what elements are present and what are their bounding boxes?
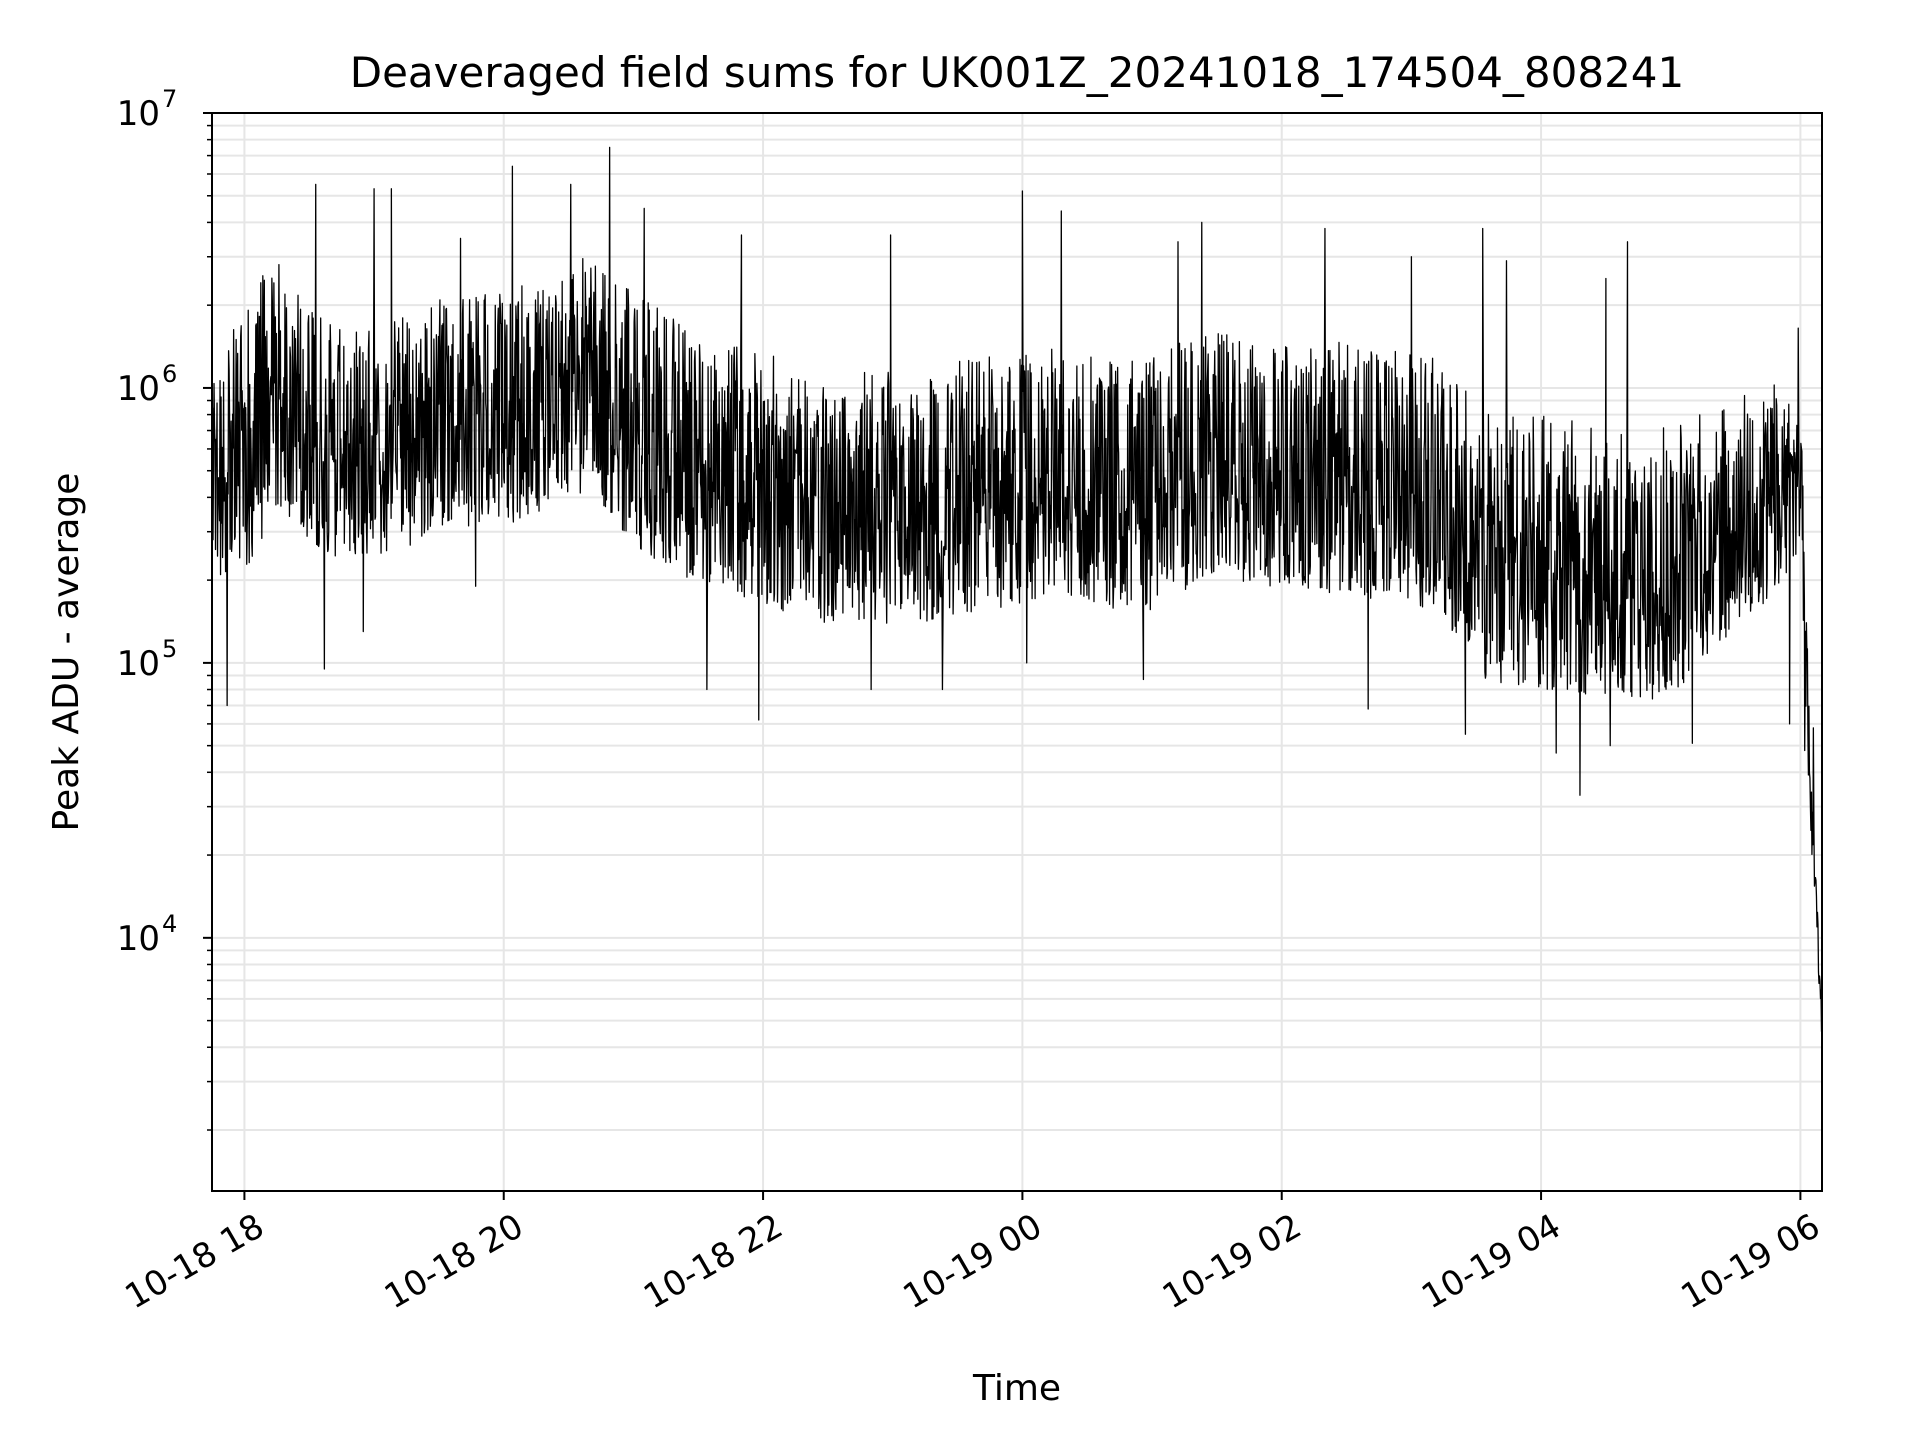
x-tick-label: 10-19 02	[1156, 1206, 1308, 1317]
x-tick-label: 10-19 06	[1674, 1206, 1826, 1317]
y-tick-label: 10	[117, 94, 160, 134]
y-tick-exponent: 7	[162, 85, 177, 113]
x-axis: 10-18 18 10-18 20 10-18 22 10-19 00 10-19 02…	[119, 1191, 1827, 1317]
x-tick-label: 10-18 22	[637, 1206, 789, 1317]
y-tick-label: 10	[117, 644, 160, 684]
y-tick-label: 10	[117, 919, 160, 959]
x-tick-label: 10-19 04	[1415, 1206, 1567, 1317]
x-tick-label: 10-19 00	[897, 1206, 1049, 1317]
series-layer	[211, 146, 1823, 1033]
y-tick-exponent: 4	[162, 910, 177, 938]
y-tick-exponent: 6	[162, 360, 177, 388]
series-line	[211, 146, 1823, 1033]
y-axis-label: Peak ADU - average	[46, 473, 87, 832]
x-tick-label: 10-18 18	[119, 1206, 271, 1317]
plot-frame	[211, 112, 1823, 1192]
y-tick-exponent: 5	[162, 635, 177, 663]
chart-title: Deaveraged field sums for UK001Z_2024101…	[350, 48, 1685, 97]
x-axis-label: Time	[972, 1368, 1061, 1409]
y-tick-label: 10	[117, 369, 160, 409]
x-tick-label: 10-18 20	[378, 1206, 530, 1317]
